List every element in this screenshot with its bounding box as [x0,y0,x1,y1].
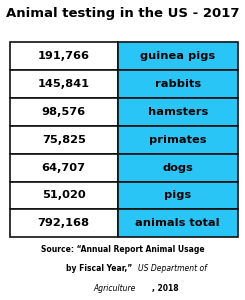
Bar [118,70,238,98]
Bar [118,126,238,154]
Text: by Fiscal Year,”: by Fiscal Year,” [66,264,132,273]
Text: 51,020: 51,020 [42,190,86,200]
Text: animals total: animals total [135,218,220,228]
Bar [10,98,118,126]
Text: 98,576: 98,576 [42,107,86,117]
Text: Agriculture: Agriculture [93,284,135,293]
Text: , 2018: , 2018 [152,284,179,293]
Text: hamsters: hamsters [147,107,208,117]
Text: 75,825: 75,825 [42,135,86,145]
Text: US Department of: US Department of [138,264,207,273]
Text: rabbits: rabbits [155,79,201,89]
Text: 64,707: 64,707 [42,163,86,172]
Bar [10,209,118,237]
Bar [118,98,238,126]
Bar [118,42,238,70]
Text: 792,168: 792,168 [38,218,90,228]
Text: 191,766: 191,766 [38,51,90,61]
Bar [10,126,118,154]
Bar [10,70,118,98]
Bar [10,42,118,70]
Bar [118,182,238,209]
Bar [118,154,238,182]
Bar [10,154,118,182]
Text: dogs: dogs [162,163,193,172]
Text: Source: “Annual Report Animal Usage: Source: “Annual Report Animal Usage [41,245,204,254]
Text: primates: primates [149,135,206,145]
Bar [10,182,118,209]
Bar [118,209,238,237]
Text: Animal testing in the US - 2017: Animal testing in the US - 2017 [6,8,239,20]
Text: 145,841: 145,841 [38,79,90,89]
Text: pigs: pigs [164,190,191,200]
Text: guinea pigs: guinea pigs [140,51,215,61]
